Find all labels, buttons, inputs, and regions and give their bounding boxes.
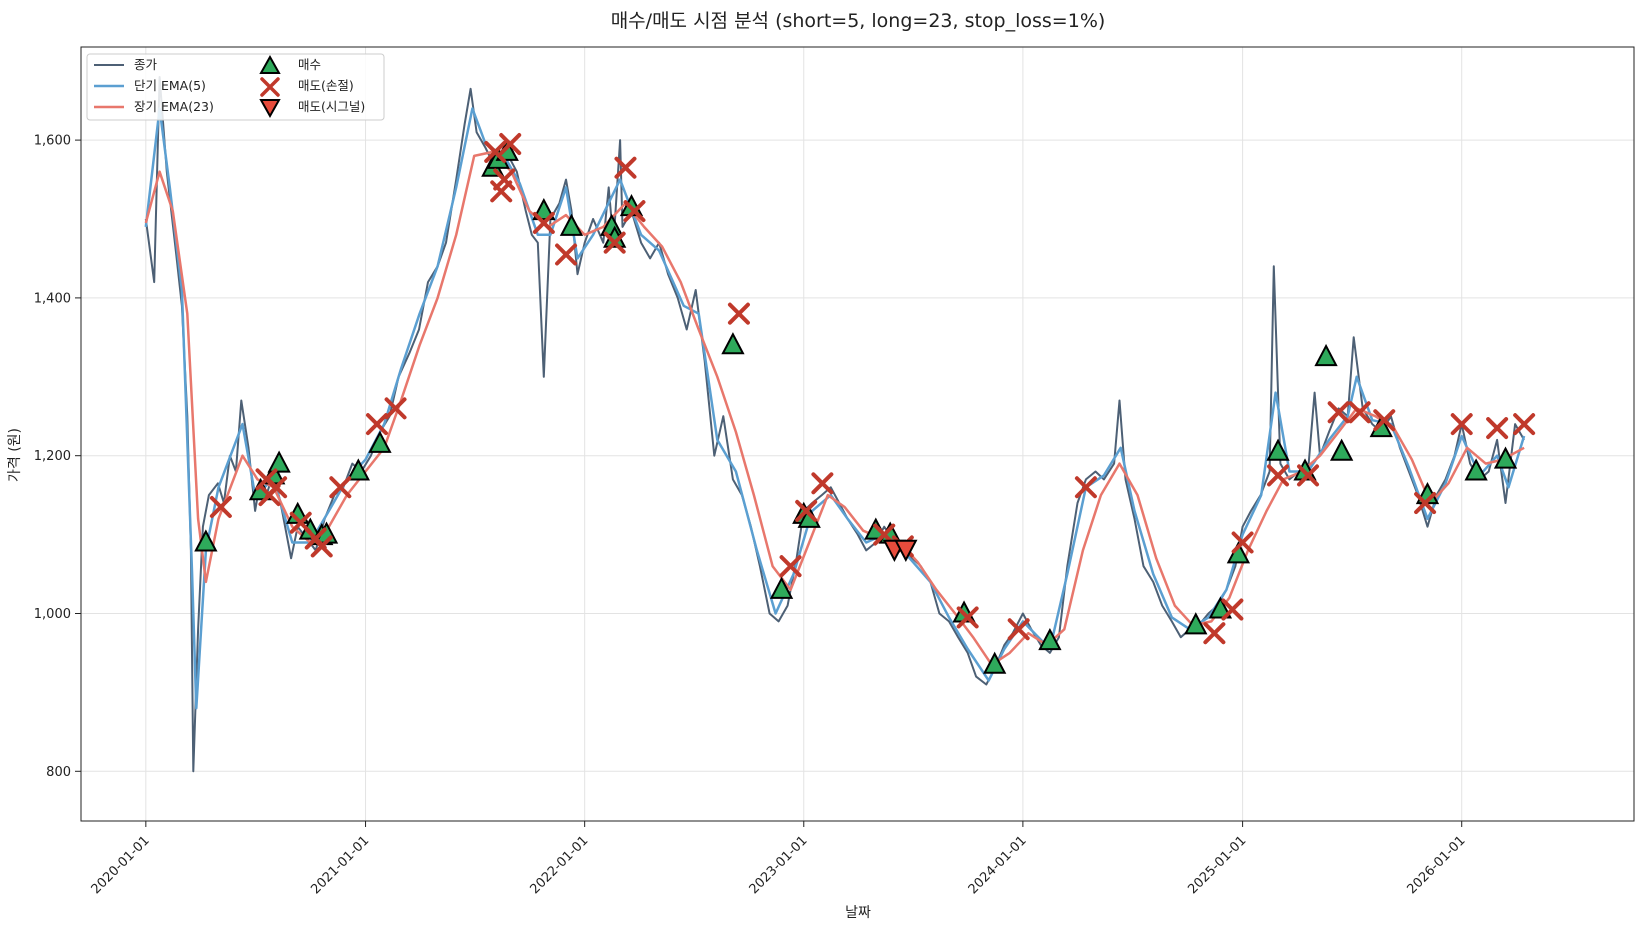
y-tick-label: 800 xyxy=(46,765,71,780)
legend-label-sell-stop: 매도(손절) xyxy=(298,78,354,93)
x-tick-label: 2020-01-01 xyxy=(89,833,153,897)
sell-stop-marker xyxy=(1231,531,1254,554)
x-tick-label: 2024-01-01 xyxy=(966,833,1030,897)
y-tick-label: 1,400 xyxy=(34,291,71,306)
y-tick-label: 1,200 xyxy=(34,449,71,464)
series-line-close xyxy=(144,76,1525,773)
buy-marker xyxy=(1329,438,1354,461)
legend-marker-buy xyxy=(259,54,281,74)
legend-box xyxy=(86,53,385,121)
buy-marker xyxy=(346,458,370,481)
buy-marker xyxy=(194,529,218,552)
buy-marker xyxy=(1038,627,1062,651)
y-tick-label: 1,000 xyxy=(34,607,71,622)
legend-label-ema-short: 단기 EMA(5) xyxy=(134,78,206,93)
legend-label-ema-long: 장기 EMA(23) xyxy=(134,99,214,114)
buy-marker xyxy=(983,651,1007,674)
buy-marker xyxy=(267,450,291,473)
series-layer xyxy=(144,76,1526,773)
sell-stop-marker xyxy=(1297,464,1320,487)
buy-marker xyxy=(1266,438,1290,461)
x-tick-label: 2022-01-01 xyxy=(527,833,591,897)
plot-frame xyxy=(80,46,1635,822)
sell-stop-marker xyxy=(310,535,333,558)
buy-marker xyxy=(1464,458,1488,481)
sell-stop-marker xyxy=(623,200,646,223)
buy-marker xyxy=(559,213,584,236)
y-axis-ticks: 800 1,000 1,200 1,400 1,600 xyxy=(34,134,81,780)
x-tick-label: 2026-01-01 xyxy=(1405,833,1469,897)
marker-layer xyxy=(194,133,1536,674)
legend-label-sell-signal: 매도(시그널) xyxy=(298,99,365,114)
series-line-ema-short xyxy=(144,107,1526,710)
x-tick-label: 2025-01-01 xyxy=(1185,833,1249,897)
sell-stop-marker xyxy=(614,156,637,179)
x-axis-label: 날짜 xyxy=(845,905,871,921)
sell-stop-marker xyxy=(1221,598,1244,621)
y-tick-label: 1,600 xyxy=(34,134,71,149)
sell-stop-marker xyxy=(795,499,818,522)
sell-stop-marker xyxy=(1414,492,1437,515)
grid xyxy=(81,47,1634,821)
sell-stop-marker xyxy=(1007,618,1030,641)
sell-stop-marker xyxy=(1486,417,1509,440)
legend: 종가 단기 EMA(5) 장기 EMA(23) 매수 매도(손절) 매도(시그널… xyxy=(86,53,385,121)
sell-stop-marker xyxy=(265,476,288,499)
sell-stop-marker xyxy=(1327,401,1350,424)
sell-stop-marker xyxy=(329,476,352,499)
sell-stop-marker xyxy=(555,243,578,266)
sell-stop-marker xyxy=(1513,413,1536,436)
buy-marker xyxy=(1184,612,1208,635)
chart-title: 매수/매도 시점 분석 (short=5, long=23, stop_loss… xyxy=(611,10,1106,32)
y-axis-label: 가격 (원) xyxy=(7,428,23,482)
sell-stop-marker xyxy=(727,302,750,325)
legend-marker-sell-signal xyxy=(259,99,281,119)
legend-label-close: 종가 xyxy=(134,57,158,72)
legend-label-buy: 매수 xyxy=(298,57,321,72)
sell-stop-marker xyxy=(1267,464,1290,487)
sell-stop-marker xyxy=(209,495,232,518)
sell-stop-marker xyxy=(1373,409,1396,432)
sell-signal-marker xyxy=(894,539,918,562)
sell-stop-marker xyxy=(532,211,555,234)
x-tick-label: 2023-01-01 xyxy=(747,833,811,897)
buy-marker xyxy=(1493,446,1518,469)
buy-marker xyxy=(769,576,794,599)
buy-marker xyxy=(368,430,392,453)
sell-stop-marker xyxy=(1074,476,1097,499)
sell-stop-marker xyxy=(956,606,979,629)
buy-marker xyxy=(1314,343,1338,367)
sell-stop-marker xyxy=(365,413,388,436)
sell-stop-marker xyxy=(499,133,522,156)
buy-marker xyxy=(532,197,556,221)
sell-stop-marker xyxy=(384,397,407,420)
sell-stop-marker xyxy=(1348,401,1371,424)
sell-stop-marker xyxy=(811,472,834,495)
series-line-ema-long xyxy=(144,150,1525,667)
legend-marker-sell-stop xyxy=(260,77,280,97)
sell-stop-marker xyxy=(779,555,802,578)
sell-stop-marker xyxy=(484,140,507,163)
sell-stop-marker xyxy=(1203,622,1226,645)
sell-stop-marker xyxy=(493,168,516,191)
sell-stop-marker xyxy=(490,180,513,203)
x-axis-ticks: 2020-01-01 2021-01-01 2022-01-01 2023-01-01… xyxy=(89,821,1469,897)
sell-stop-marker xyxy=(603,231,626,254)
buy-marker xyxy=(721,332,745,355)
sell-stop-marker xyxy=(1450,413,1473,436)
x-tick-label: 2021-01-01 xyxy=(308,833,372,897)
buy-marker xyxy=(1208,596,1233,619)
